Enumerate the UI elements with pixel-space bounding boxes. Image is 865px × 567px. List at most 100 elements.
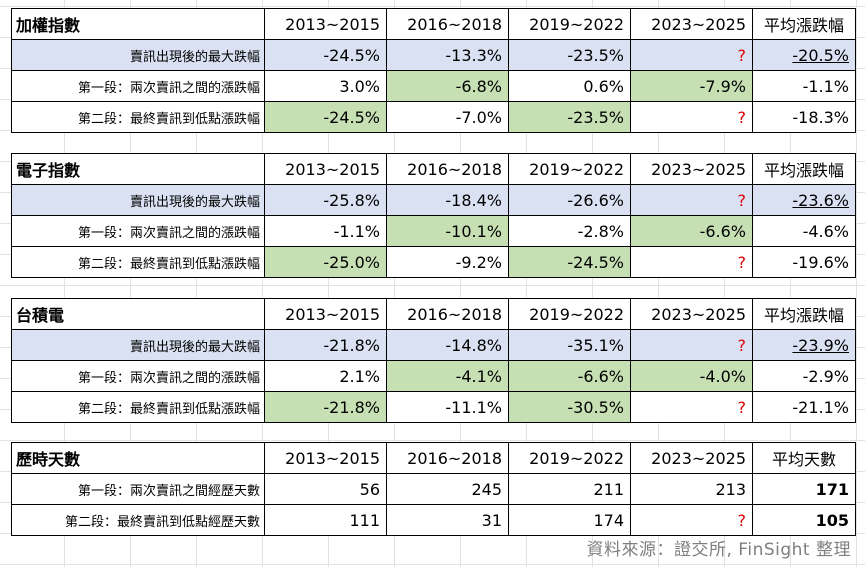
- table-row: 第二段：最終賣訊到低點經歷天數 111 31 174 ? 105: [12, 505, 855, 535]
- table-duration-days: 歷時天數 2013~2015 2016~2018 2019~2022 2023~…: [11, 442, 856, 536]
- value-cell: -11.1%: [387, 392, 509, 422]
- column-header: 2019~2022: [509, 443, 631, 473]
- avg-cell: 171: [815, 479, 849, 499]
- avg-cell: -20.5%: [753, 40, 855, 70]
- column-header: 2013~2015: [265, 154, 387, 184]
- unknown-value-cell: ?: [631, 247, 753, 277]
- column-header: 2023~2025: [631, 299, 753, 329]
- value-cell: 111: [265, 505, 387, 535]
- value-cell: 56: [265, 474, 387, 504]
- row-label: 第二段：最終賣訊到低點經歷天數: [12, 505, 265, 535]
- avg-cell: -19.6%: [792, 252, 849, 272]
- avg-header: 平均天數: [771, 450, 836, 469]
- value-cell: 3.0%: [265, 71, 387, 101]
- row-label: 賣訊出現後的最大跌幅: [12, 185, 265, 215]
- row-label: 第一段：兩次賣訊之間的漲跌幅: [12, 216, 265, 246]
- value-cell: -35.1%: [509, 330, 631, 360]
- table-electronics: 電子指數 2013~2015 2016~2018 2019~2022 2023~…: [11, 153, 856, 278]
- source-note: 資料來源：證交所, FinSight 整理: [586, 540, 851, 560]
- column-header: 2023~2025: [631, 9, 753, 39]
- column-header: 2016~2018: [387, 443, 509, 473]
- value-cell: -1.1%: [265, 216, 387, 246]
- value-cell: -24.5%: [509, 247, 631, 277]
- value-cell: -10.1%: [387, 216, 509, 246]
- unknown-value-cell: ?: [631, 330, 753, 360]
- value-cell: -21.8%: [265, 330, 387, 360]
- column-header: 2019~2022: [509, 299, 631, 329]
- value-cell: -13.3%: [387, 40, 509, 70]
- column-header: 2016~2018: [387, 9, 509, 39]
- avg-cell: -1.1%: [802, 76, 849, 96]
- table-row: 第二段：最終賣訊到低點漲跌幅 -21.8% -11.1% -30.5% ? -2…: [12, 392, 855, 422]
- value-cell: -7.0%: [387, 102, 509, 132]
- value-cell: -25.0%: [265, 247, 387, 277]
- table-title: 加權指數: [12, 9, 265, 39]
- value-cell: 211: [509, 474, 631, 504]
- avg-cell: -4.6%: [802, 221, 849, 241]
- table-row: 第二段：最終賣訊到低點漲跌幅 -25.0% -9.2% -24.5% ? -19…: [12, 247, 855, 277]
- unknown-value-cell: ?: [631, 392, 753, 422]
- avg-header: 平均漲跌幅: [763, 161, 844, 180]
- value-cell: 0.6%: [509, 71, 631, 101]
- avg-cell: -18.3%: [792, 107, 849, 127]
- table-row: 賣訊出現後的最大跌幅 -21.8% -14.8% -35.1% ? -23.9%: [12, 330, 855, 361]
- value-cell: -14.8%: [387, 330, 509, 360]
- unknown-value-cell: ?: [631, 102, 753, 132]
- value-cell: -18.4%: [387, 185, 509, 215]
- value-cell: -21.8%: [265, 392, 387, 422]
- unknown-value-cell: ?: [631, 185, 753, 215]
- value-cell: -24.5%: [265, 102, 387, 132]
- table-row: 賣訊出現後的最大跌幅 -24.5% -13.3% -23.5% ? -20.5%: [12, 40, 855, 71]
- column-header: 2013~2015: [265, 9, 387, 39]
- avg-cell: 105: [815, 510, 849, 530]
- row-label: 第一段：兩次賣訊之間的漲跌幅: [12, 71, 265, 101]
- avg-header: 平均漲跌幅: [763, 306, 844, 325]
- row-label: 第一段：兩次賣訊之間的漲跌幅: [12, 361, 265, 391]
- value-cell: -25.8%: [265, 185, 387, 215]
- value-cell: -24.5%: [265, 40, 387, 70]
- table-row: 賣訊出現後的最大跌幅 -25.8% -18.4% -26.6% ? -23.6%: [12, 185, 855, 216]
- column-header: 2023~2025: [631, 443, 753, 473]
- value-cell: -30.5%: [509, 392, 631, 422]
- value-cell: -6.8%: [387, 71, 509, 101]
- avg-cell: -23.9%: [753, 330, 855, 360]
- column-header: 2016~2018: [387, 299, 509, 329]
- column-header: 2019~2022: [509, 154, 631, 184]
- column-header: 2016~2018: [387, 154, 509, 184]
- table-row: 第一段：兩次賣訊之間的漲跌幅 2.1% -4.1% -6.6% -4.0% -2…: [12, 361, 855, 392]
- table-title: 電子指數: [12, 154, 265, 184]
- avg-header: 平均漲跌幅: [763, 16, 844, 35]
- value-cell: -7.9%: [631, 71, 753, 101]
- avg-cell: -2.9%: [802, 366, 849, 386]
- table-header-row: 電子指數 2013~2015 2016~2018 2019~2022 2023~…: [12, 154, 855, 185]
- value-cell: 213: [631, 474, 753, 504]
- avg-cell: -23.6%: [753, 185, 855, 215]
- table-header-row: 台積電 2013~2015 2016~2018 2019~2022 2023~2…: [12, 299, 855, 330]
- row-label: 第一段：兩次賣訊之間經歷天數: [12, 474, 265, 504]
- value-cell: -23.5%: [509, 102, 631, 132]
- table-row: 第二段：最終賣訊到低點漲跌幅 -24.5% -7.0% -23.5% ? -18…: [12, 102, 855, 132]
- value-cell: 2.1%: [265, 361, 387, 391]
- value-cell: 31: [387, 505, 509, 535]
- value-cell: -2.8%: [509, 216, 631, 246]
- value-cell: -9.2%: [387, 247, 509, 277]
- table-header-row: 歷時天數 2013~2015 2016~2018 2019~2022 2023~…: [12, 443, 855, 474]
- row-label: 賣訊出現後的最大跌幅: [12, 330, 265, 360]
- table-row: 第一段：兩次賣訊之間經歷天數 56 245 211 213 171: [12, 474, 855, 505]
- avg-cell: -21.1%: [792, 397, 849, 417]
- value-cell: 174: [509, 505, 631, 535]
- row-label: 第二段：最終賣訊到低點漲跌幅: [12, 247, 265, 277]
- table-title: 台積電: [12, 299, 265, 329]
- table-header-row: 加權指數 2013~2015 2016~2018 2019~2022 2023~…: [12, 9, 855, 40]
- table-row: 第一段：兩次賣訊之間的漲跌幅 3.0% -6.8% 0.6% -7.9% -1.…: [12, 71, 855, 102]
- value-cell: 245: [387, 474, 509, 504]
- value-cell: -23.5%: [509, 40, 631, 70]
- row-label: 第二段：最終賣訊到低點漲跌幅: [12, 392, 265, 422]
- column-header: 2023~2025: [631, 154, 753, 184]
- value-cell: -26.6%: [509, 185, 631, 215]
- value-cell: -6.6%: [509, 361, 631, 391]
- value-cell: -4.1%: [387, 361, 509, 391]
- table-title: 歷時天數: [12, 443, 265, 473]
- value-cell: -4.0%: [631, 361, 753, 391]
- table-taiex: 加權指數 2013~2015 2016~2018 2019~2022 2023~…: [11, 8, 856, 133]
